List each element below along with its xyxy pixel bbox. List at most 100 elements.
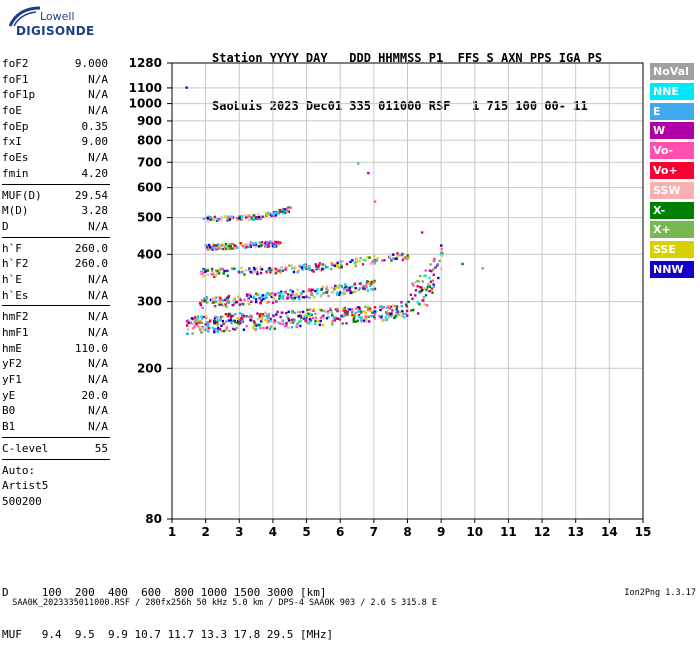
echo-point — [240, 217, 243, 220]
echo-point — [260, 268, 264, 271]
echo-point — [260, 299, 263, 302]
echo-point — [255, 216, 258, 219]
echo-point — [225, 305, 228, 308]
param-row: yF2 N/A — [2, 356, 110, 372]
echo-point — [436, 263, 440, 266]
logo-arc-icon — [8, 6, 41, 27]
echo-point — [334, 284, 337, 288]
echo-point — [193, 316, 197, 319]
echo-point — [246, 298, 250, 302]
echo-point — [270, 214, 273, 218]
echo-point — [331, 323, 334, 326]
echo-point — [301, 268, 304, 271]
echo-point — [373, 317, 377, 320]
echo-point — [217, 245, 220, 248]
echo-point — [260, 241, 264, 244]
echo-point — [257, 216, 261, 219]
echo-point — [220, 324, 223, 327]
echo-point — [324, 310, 328, 314]
header-line1: Station YYYY DAY DDD HHMMSS P1 FFS S AXN… — [212, 51, 603, 65]
echo-point — [346, 310, 349, 314]
echo-point — [431, 291, 434, 294]
echo-point — [346, 289, 349, 292]
echo-point — [199, 319, 202, 323]
param-name: M(D) — [2, 204, 29, 218]
echo-point — [216, 247, 220, 251]
echo-point — [373, 200, 377, 203]
echo-point — [192, 317, 195, 321]
echo-point — [274, 267, 277, 271]
echo-point — [225, 326, 229, 329]
echo-point — [370, 283, 373, 286]
echo-point — [241, 316, 245, 319]
echo-point — [193, 325, 197, 328]
echo-point — [318, 308, 322, 311]
echo-point — [234, 313, 237, 316]
echo-point — [278, 268, 282, 272]
echo-point — [203, 299, 207, 302]
echo-point — [389, 315, 393, 318]
echo-point — [248, 267, 251, 270]
x-tick-label: 15 — [635, 525, 652, 539]
echo-point — [281, 269, 284, 272]
echo-point — [209, 247, 213, 251]
echo-point — [284, 291, 287, 295]
echo-point — [227, 244, 231, 248]
echo-point — [362, 310, 366, 313]
echo-point — [289, 294, 293, 297]
echo-point — [395, 308, 398, 312]
y-tick-label: 900 — [137, 114, 162, 128]
echo-point — [230, 321, 233, 325]
echo-point — [252, 217, 255, 221]
echo-point — [221, 319, 225, 323]
param-value: N/A — [88, 326, 108, 339]
echo-point — [310, 292, 313, 295]
echo-point — [210, 301, 214, 304]
echo-point — [354, 320, 357, 323]
echo-point — [294, 295, 298, 298]
echo-point — [343, 286, 347, 289]
echo-point — [267, 300, 270, 304]
echo-point — [345, 285, 348, 289]
echo-point — [380, 314, 384, 318]
echo-point — [419, 290, 422, 293]
echo-point — [370, 280, 373, 284]
echo-point — [369, 309, 373, 312]
echo-point — [302, 296, 305, 299]
echo-point — [253, 324, 256, 327]
echo-point — [251, 270, 255, 274]
file-info-footer: SAA0K_2023335011000.RSF / 280fx256h 50 k… — [2, 588, 698, 618]
echo-point — [352, 318, 356, 321]
echo-point — [267, 213, 270, 217]
echo-point — [210, 273, 214, 276]
echo-point — [211, 248, 214, 251]
ionospheric-parameters-panel: foF2 9.000 foF1 N/A foF1p N/A foE N/A foEp 0.35 fx… — [2, 56, 110, 510]
echo-point — [351, 259, 354, 262]
echo-point — [277, 321, 280, 324]
echo-point — [405, 257, 409, 261]
echo-point — [233, 328, 237, 331]
echo-point — [336, 263, 339, 266]
echo-point — [285, 323, 288, 327]
echo-point — [229, 244, 232, 248]
echo-point — [364, 320, 367, 323]
echo-point — [287, 326, 290, 329]
echo-point — [238, 217, 241, 220]
echo-point — [185, 86, 188, 89]
param-value: 260.0 — [74, 257, 108, 271]
echo-point — [372, 288, 375, 292]
echo-point — [416, 285, 419, 288]
echo-point — [361, 263, 365, 266]
echo-point — [329, 307, 332, 310]
echo-point — [375, 259, 378, 262]
legend-item: E — [650, 102, 694, 120]
echo-point — [213, 246, 217, 249]
echo-point — [385, 313, 388, 316]
echo-point — [268, 267, 271, 270]
echo-point — [264, 311, 267, 314]
echo-point — [285, 267, 288, 270]
echo-point — [233, 243, 236, 247]
echo-point — [288, 264, 291, 267]
echo-point — [204, 244, 207, 247]
echo-point — [403, 316, 406, 319]
